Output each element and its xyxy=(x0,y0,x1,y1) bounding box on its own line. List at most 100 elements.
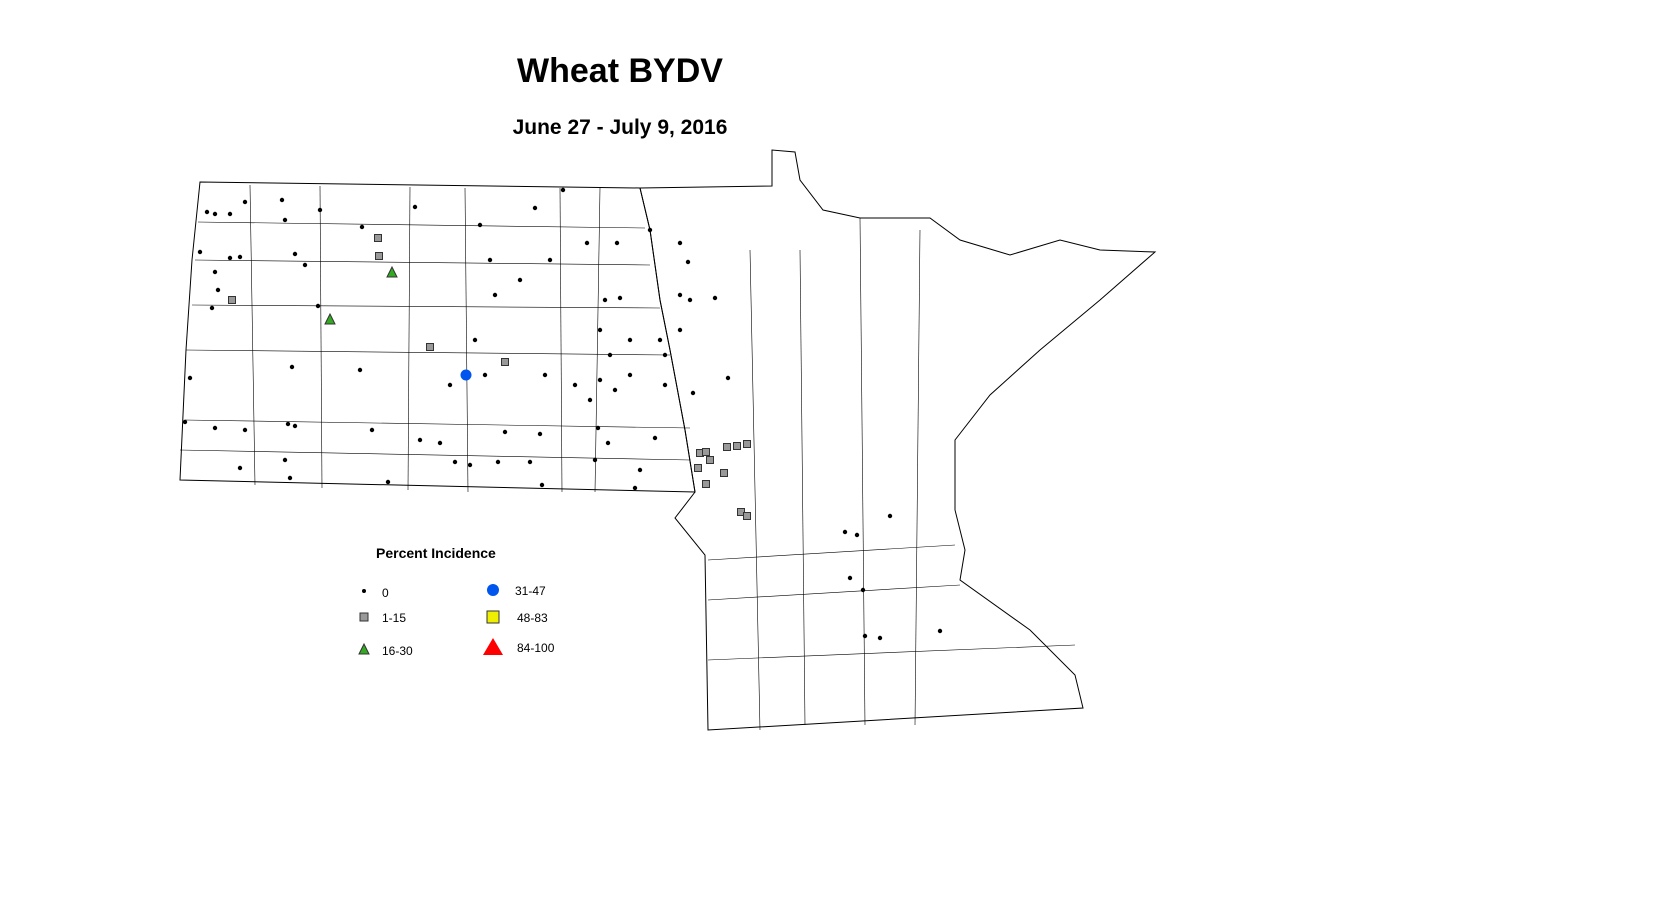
point-zero xyxy=(417,437,423,443)
point-zero xyxy=(237,254,243,260)
point-zero xyxy=(877,635,883,641)
point-zero xyxy=(292,251,298,257)
point-zero xyxy=(369,427,375,433)
point-zero xyxy=(547,257,553,263)
point-zero xyxy=(302,262,308,268)
point-zero xyxy=(647,227,653,233)
point-1-15 xyxy=(694,464,702,472)
point-zero xyxy=(285,421,291,427)
point-zero xyxy=(632,485,638,491)
point-zero xyxy=(712,295,718,301)
point-zero xyxy=(517,277,523,283)
legend-label-31-47: 31-47 xyxy=(515,584,546,598)
point-zero xyxy=(860,587,866,593)
point-zero xyxy=(487,257,493,263)
point-zero xyxy=(584,240,590,246)
county-boundary xyxy=(749,249,761,731)
point-zero xyxy=(287,475,293,481)
county-boundary xyxy=(707,584,961,601)
point-zero xyxy=(854,532,860,538)
point-zero xyxy=(227,211,233,217)
legend-title: Percent Incidence xyxy=(376,545,496,561)
point-zero xyxy=(687,297,693,303)
point-zero xyxy=(447,382,453,388)
minnesota-outline xyxy=(639,149,1157,731)
point-zero xyxy=(690,390,696,396)
point-zero xyxy=(212,211,218,217)
map-title: Wheat BYDV xyxy=(517,52,723,90)
point-zero xyxy=(537,431,543,437)
point-zero xyxy=(242,199,248,205)
point-1-15 xyxy=(720,469,728,477)
point-zero xyxy=(612,387,618,393)
legend-label-16-30: 16-30 xyxy=(382,644,413,658)
point-zero xyxy=(637,467,643,473)
county-boundary xyxy=(319,185,323,489)
point-zero xyxy=(317,207,323,213)
point-zero xyxy=(614,240,620,246)
county-boundary xyxy=(799,249,806,726)
survey-points xyxy=(182,187,943,641)
county-boundary xyxy=(859,217,866,726)
county-boundary xyxy=(559,187,563,493)
point-zero xyxy=(212,269,218,275)
county-boundary xyxy=(184,419,691,429)
point-1-15 xyxy=(702,480,710,488)
point-1-15 xyxy=(426,343,434,351)
point-zero xyxy=(627,337,633,343)
point-zero xyxy=(242,427,248,433)
map-subtitle: June 27 - July 9, 2016 xyxy=(512,116,728,139)
point-zero xyxy=(472,337,478,343)
point-zero xyxy=(467,462,473,468)
point-zero xyxy=(560,187,566,193)
point-1-15 xyxy=(743,440,751,448)
point-zero xyxy=(677,327,683,333)
point-zero xyxy=(539,482,545,488)
point-zero xyxy=(477,222,483,228)
legend-dot-icon xyxy=(362,589,366,593)
point-zero xyxy=(237,465,243,471)
point-1-15 xyxy=(706,456,714,464)
point-zero xyxy=(315,303,321,309)
point-zero xyxy=(662,352,668,358)
point-zero xyxy=(602,297,608,303)
point-zero xyxy=(359,224,365,230)
point-1-15 xyxy=(723,443,731,451)
legend-label-1-15: 1-15 xyxy=(382,611,407,625)
point-zero xyxy=(532,205,538,211)
county-boundary xyxy=(464,187,469,493)
point-zero xyxy=(725,375,731,381)
point-zero xyxy=(597,377,603,383)
point-1-15 xyxy=(374,234,382,242)
point-zero xyxy=(282,457,288,463)
point-zero xyxy=(197,249,203,255)
point-zero xyxy=(452,459,458,465)
point-zero xyxy=(502,429,508,435)
point-zero xyxy=(847,575,853,581)
point-zero xyxy=(282,217,288,223)
county-boundary xyxy=(191,304,661,309)
point-zero xyxy=(597,327,603,333)
point-zero xyxy=(677,292,683,298)
point-zero xyxy=(227,255,233,261)
point-zero xyxy=(357,367,363,373)
point-zero xyxy=(662,382,668,388)
point-zero xyxy=(587,397,593,403)
point-zero xyxy=(605,440,611,446)
point-16-30 xyxy=(324,312,336,325)
point-zero xyxy=(887,513,893,519)
point-zero xyxy=(862,633,868,639)
point-zero xyxy=(412,204,418,210)
point-zero xyxy=(187,375,193,381)
point-zero xyxy=(542,372,548,378)
legend-label-0: 0 xyxy=(382,586,389,600)
point-zero xyxy=(482,372,488,378)
county-boundary xyxy=(707,644,1076,661)
point-zero xyxy=(209,305,215,311)
point-1-15 xyxy=(743,512,751,520)
point-1-15 xyxy=(733,442,741,450)
county-boundary xyxy=(194,259,651,266)
point-31-47 xyxy=(460,369,472,381)
point-1-15 xyxy=(501,358,509,366)
county-boundary xyxy=(179,449,691,461)
